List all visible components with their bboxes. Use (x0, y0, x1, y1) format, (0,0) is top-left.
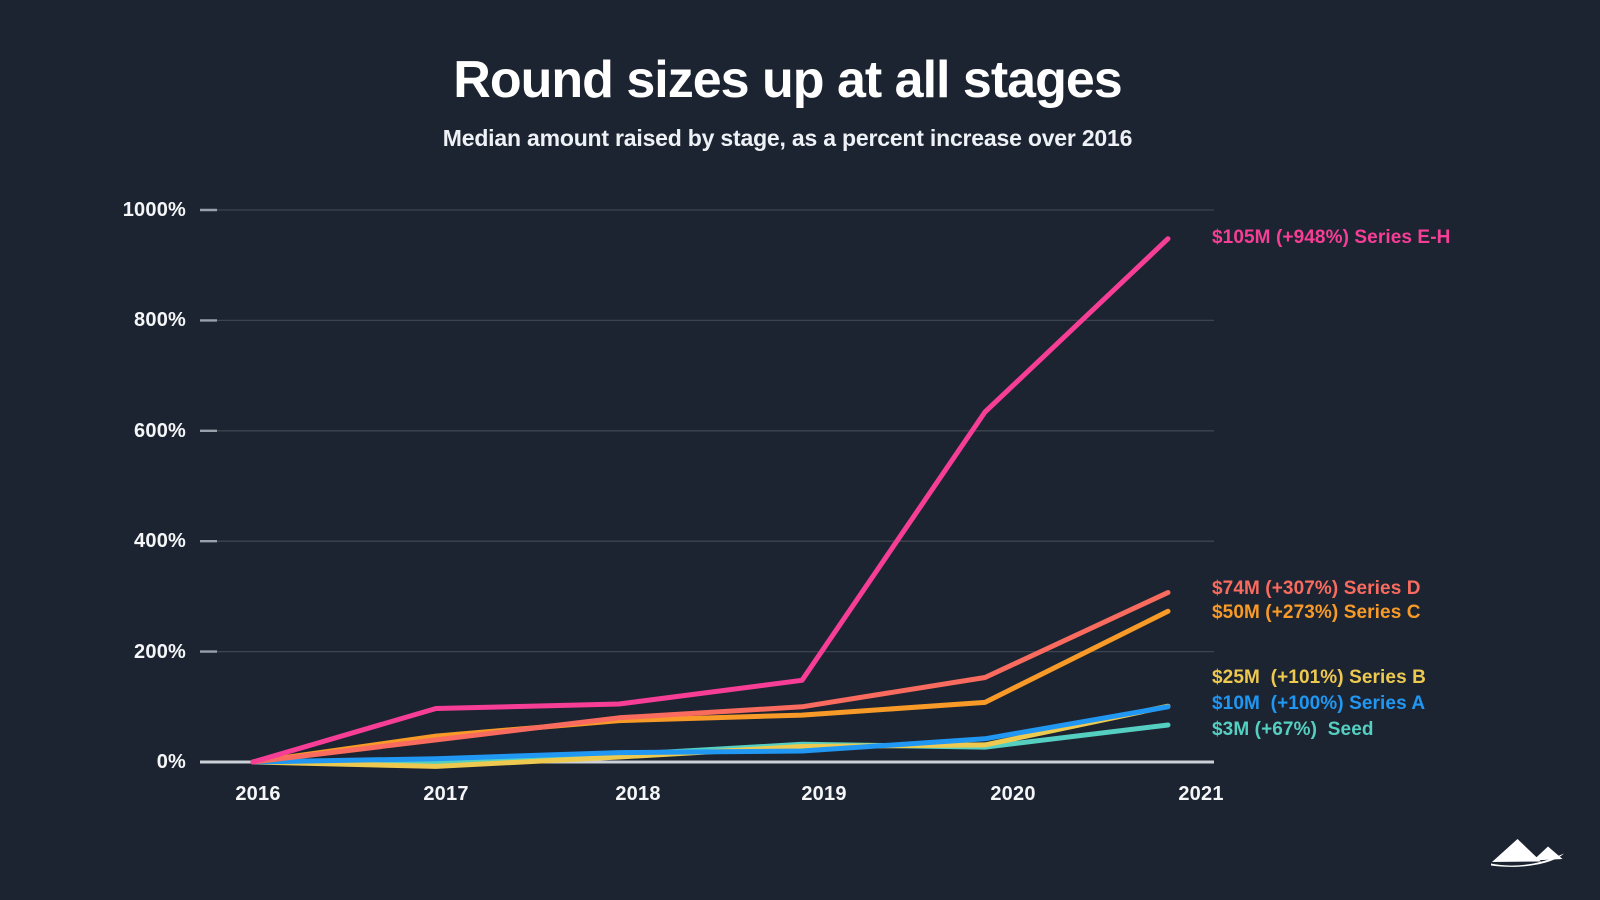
chart-subtitle: Median amount raised by stage, as a perc… (442, 125, 1133, 151)
series-line-series-a (250, 704, 1171, 765)
x-axis-label: 2021 (1178, 783, 1224, 805)
x-axis-label: 2017 (423, 783, 469, 805)
series-line-series-c (250, 608, 1171, 765)
x-axis-label: 2020 (990, 783, 1036, 805)
y-axis-label: 600% (134, 419, 186, 442)
series-line-series-d (250, 590, 1171, 765)
y-axis-label: 200% (134, 640, 186, 663)
mountains-logo-icon (1491, 839, 1564, 867)
series-annotation-series-d: $74M (+307%) Series D (1212, 578, 1421, 599)
x-axis-label: 2016 (235, 783, 281, 805)
chart-title: Round sizes up at all stages (453, 51, 1122, 109)
x-axis-label: 2018 (615, 783, 661, 805)
chart-header: Round sizes up at all stages Median amou… (0, 50, 1575, 152)
series-annotation-series-b: $25M (+101%) Series B (1212, 667, 1426, 688)
series-annotation-series-e-h: $105M (+948%) Series E-H (1212, 227, 1451, 248)
series-line-series-e-h (250, 236, 1171, 765)
logo-swoosh (1491, 853, 1564, 867)
y-axis-label: 0% (156, 751, 186, 773)
series-annotation-series-c: $50M (+273%) Series C (1212, 602, 1421, 623)
y-axis-label: 400% (134, 530, 186, 553)
y-axis-label: 800% (134, 309, 186, 332)
logo-small-mountain (1533, 846, 1563, 861)
y-axis-label: 1000% (122, 199, 186, 221)
series-annotation-seed: $3M (+67%) Seed (1212, 719, 1374, 740)
logo-large-mountain (1492, 839, 1541, 862)
x-axis-label: 2019 (801, 783, 847, 805)
series-annotation-series-a: $10M (+100%) Series A (1212, 693, 1426, 714)
